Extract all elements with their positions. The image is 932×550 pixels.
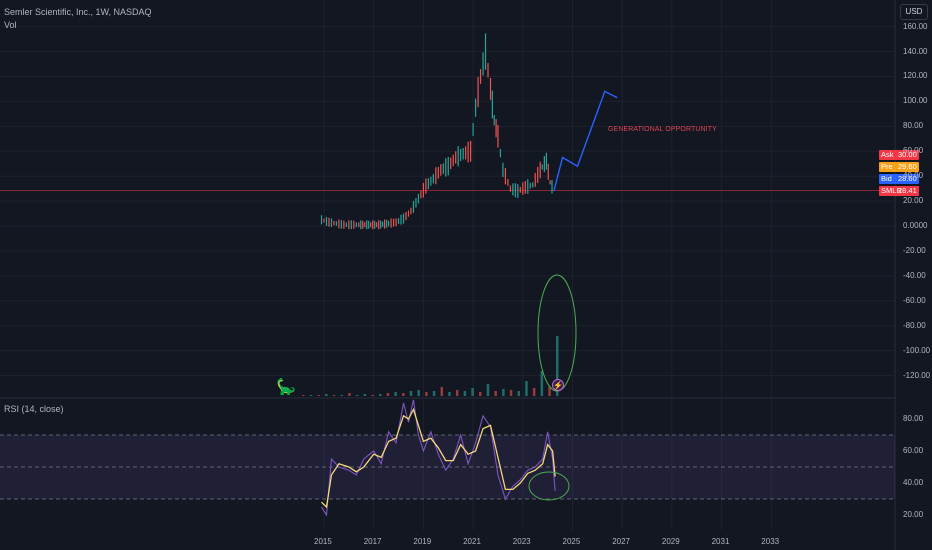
volume-bar bbox=[302, 395, 305, 396]
y-tick-label: 20.00 bbox=[903, 196, 924, 206]
y-tick-label: 60.00 bbox=[903, 146, 924, 156]
volume-label: Vol bbox=[4, 20, 17, 30]
rsi-y-tick-label: 60.00 bbox=[903, 446, 924, 455]
volume-bar bbox=[440, 387, 444, 396]
volume-bar bbox=[363, 394, 367, 396]
volume-bar bbox=[517, 391, 521, 396]
volume-bar bbox=[448, 392, 451, 396]
volume-bar bbox=[332, 395, 336, 396]
volume-bar bbox=[556, 336, 559, 396]
x-tick-label: 2031 bbox=[711, 537, 730, 546]
y-tick-label: 40.00 bbox=[903, 171, 924, 181]
volume-bar bbox=[502, 389, 505, 396]
y-tick-label: 80.00 bbox=[903, 121, 924, 131]
y-tick-label: 160.00 bbox=[903, 21, 928, 31]
annotation-text[interactable]: GENERATIONAL OPPORTUNITY bbox=[608, 126, 717, 133]
volume-bar bbox=[417, 390, 420, 396]
y-tick-label: -120.00 bbox=[903, 370, 931, 380]
volume-bar bbox=[355, 395, 359, 396]
volume-bar bbox=[486, 384, 490, 396]
rsi-label[interactable]: RSI (14, close) bbox=[4, 404, 64, 414]
y-tick-label: 140.00 bbox=[903, 46, 928, 56]
rsi-y-tick-label: 80.00 bbox=[903, 414, 924, 423]
volume-bar bbox=[325, 394, 328, 396]
x-tick-label: 2025 bbox=[562, 537, 581, 546]
y-tick-label: -80.00 bbox=[903, 320, 926, 330]
volume-bar bbox=[494, 391, 497, 396]
volume-bar bbox=[317, 395, 320, 396]
volume-bar bbox=[509, 390, 513, 396]
volume-highlight-ellipse bbox=[537, 274, 577, 392]
premarket-price-tag: Pre 29.60 bbox=[879, 162, 919, 172]
volume-bar bbox=[386, 393, 390, 396]
chart-title: Semler Scientific, Inc., 1W, NASDAQ bbox=[4, 7, 152, 17]
currency-button[interactable]: USD bbox=[900, 4, 928, 20]
volume-bar bbox=[525, 381, 528, 396]
x-tick-label: 2029 bbox=[661, 537, 680, 546]
last-price-tag: SMLR28.41 bbox=[879, 186, 919, 196]
volume-bar bbox=[309, 395, 313, 396]
x-tick-label: 2017 bbox=[363, 537, 382, 546]
x-tick-label: 2023 bbox=[512, 537, 531, 546]
volume-bar bbox=[471, 388, 474, 396]
volume-bar bbox=[479, 392, 482, 396]
lightning-icon[interactable]: ⚡ bbox=[552, 379, 564, 391]
dinosaur-icon: 🦕 bbox=[276, 379, 296, 396]
volume-bar bbox=[348, 393, 351, 396]
volume-bar bbox=[402, 393, 405, 396]
x-tick-label: 2027 bbox=[612, 537, 630, 546]
x-tick-label: 2021 bbox=[463, 537, 481, 546]
y-tick-label: -20.00 bbox=[903, 245, 926, 255]
ask-price-tag: Ask 30.00 bbox=[879, 150, 919, 160]
rsi-line bbox=[321, 399, 556, 517]
x-tick-label: 2015 bbox=[314, 537, 332, 546]
volume-bar bbox=[409, 391, 413, 396]
volume-bar bbox=[340, 395, 343, 396]
y-tick-label: 120.00 bbox=[903, 71, 928, 81]
volume-bar bbox=[548, 387, 551, 396]
volume-bar bbox=[532, 388, 536, 396]
volume-bar bbox=[463, 391, 467, 396]
y-tick-label: -40.00 bbox=[903, 270, 926, 280]
volume-bar bbox=[378, 394, 382, 396]
rsi-y-tick-label: 40.00 bbox=[903, 478, 924, 487]
rsi-y-tick-label: 20.00 bbox=[903, 510, 924, 519]
volume-bar bbox=[371, 395, 374, 396]
y-tick-label: -100.00 bbox=[903, 345, 931, 355]
volume-bar bbox=[425, 392, 428, 396]
y-tick-label: -60.00 bbox=[903, 295, 926, 305]
y-tick-label: 0.0000 bbox=[903, 221, 928, 230]
bid-price-tag: Bid 28.60 bbox=[879, 174, 919, 184]
volume-bar bbox=[455, 390, 459, 396]
rsi-ma-line bbox=[321, 407, 556, 509]
x-tick-label: 2019 bbox=[413, 537, 432, 546]
projection-line bbox=[553, 90, 618, 192]
volume-bar bbox=[394, 392, 397, 396]
y-tick-label: 100.00 bbox=[903, 96, 928, 106]
volume-bar bbox=[432, 391, 436, 396]
volume-bar bbox=[540, 371, 544, 396]
x-tick-label: 2033 bbox=[761, 537, 780, 546]
rsi-highlight-ellipse bbox=[528, 471, 570, 501]
